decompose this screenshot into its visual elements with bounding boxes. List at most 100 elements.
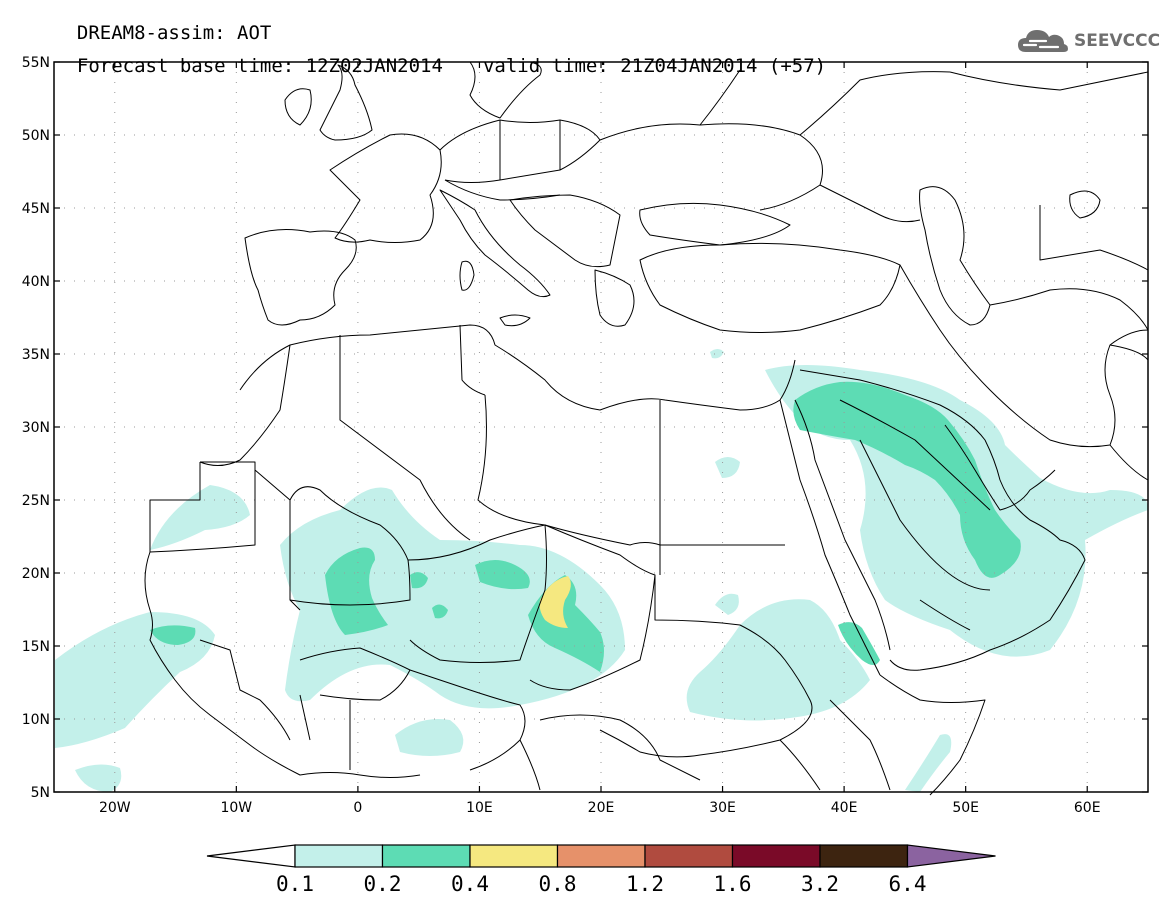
valid-time: valid time: 21Z04JAN2014 (+57) xyxy=(482,55,827,77)
arabia-inner xyxy=(839,399,991,631)
aot-levant-small xyxy=(710,349,724,359)
horn-outline xyxy=(879,674,986,796)
scandinavia-outline xyxy=(469,61,542,119)
lat-tick-label: 15N xyxy=(22,639,50,655)
algeria-border xyxy=(339,335,471,541)
lon-tick-label: 10W xyxy=(220,800,252,816)
persian-gulf xyxy=(944,424,1056,511)
horn-inner xyxy=(779,699,891,791)
lon-tick-label: 50E xyxy=(952,800,979,816)
colorbar-label: 0.1 xyxy=(276,872,314,896)
lon-tick-label: 40E xyxy=(831,800,858,816)
iberia-outline xyxy=(244,229,357,326)
lat-tick-label: 30N xyxy=(22,420,50,436)
colorbar-label: 0.4 xyxy=(451,872,489,896)
colorbar-segment xyxy=(644,844,734,868)
axis-ticks: 55N 50N 45N 40N 35N 30N 25N 20N 15N 10N 5N 20W 10W 0 1… xyxy=(22,55,1148,816)
turkey-outline xyxy=(639,242,901,333)
aral-outline xyxy=(1069,190,1101,219)
seevccc-logo: SEEVCCC xyxy=(1016,26,1160,56)
sardinia-outline xyxy=(459,260,475,291)
aot-west-africa-coast xyxy=(150,485,250,550)
aot-west-coast-small xyxy=(150,625,196,645)
ireland-outline xyxy=(284,88,312,126)
colorbar-label: 1.2 xyxy=(626,872,664,896)
title-line-2: Forecast base time: 12Z02JAN2014 valid ti… xyxy=(54,33,826,77)
logo-text: SEEVCCC xyxy=(1074,31,1161,51)
lat-tick-label: 40N xyxy=(22,274,50,290)
russia-border xyxy=(699,69,951,136)
west-africa-inner xyxy=(199,639,351,770)
aot-guinea-patch xyxy=(75,764,122,792)
colorbar-over-arrow xyxy=(906,844,996,868)
colorbar-segment xyxy=(819,844,909,868)
mauritania-border xyxy=(149,462,256,553)
libya-border xyxy=(477,394,661,546)
aot-algeria-small xyxy=(432,604,448,619)
aot-mesopotamia-core xyxy=(793,381,1021,578)
cloud-icon xyxy=(1018,30,1068,52)
aot-level-0-4 xyxy=(539,576,571,628)
turkmenistan-border xyxy=(989,288,1149,331)
country-boundaries xyxy=(144,61,1149,796)
balkans-outline xyxy=(509,194,621,268)
caspian-outline xyxy=(919,186,991,326)
west-africa-coast xyxy=(144,551,421,778)
lat-tick-label: 10N xyxy=(22,712,50,728)
colorbar: 0.1 0.2 0.4 0.8 1.2 1.6 3.2 6.4 xyxy=(206,844,996,896)
colorbar-label: 0.8 xyxy=(539,872,577,896)
lat-tick-label: 25N xyxy=(22,493,50,509)
aot-chad-peak xyxy=(539,576,571,628)
tunisia-border xyxy=(459,324,486,396)
lat-tick-label: 20N xyxy=(22,566,50,582)
britain-outline xyxy=(319,64,373,141)
north-africa-coast xyxy=(239,324,796,411)
colorbar-segment xyxy=(469,844,559,868)
aot-mali-niger-core xyxy=(325,547,388,635)
aot-egypt-small xyxy=(715,457,740,478)
lon-tick-label: 20E xyxy=(588,800,615,816)
cameroon-border xyxy=(519,739,541,791)
lat-tick-label: 35N xyxy=(22,347,50,363)
aot-chad-north xyxy=(475,560,530,590)
lon-tick-label: 0 xyxy=(353,800,362,816)
colorbar-under-arrow xyxy=(206,844,296,868)
colorbar-segment xyxy=(731,844,821,868)
egypt-border xyxy=(659,400,785,575)
lat-tick-label: 45N xyxy=(22,201,50,217)
aot-sudan-small xyxy=(715,593,739,615)
greece-outline xyxy=(594,269,635,327)
ukraine-outline xyxy=(599,123,823,211)
colorbar-label: 1.6 xyxy=(714,872,752,896)
colorbar-label: 6.4 xyxy=(889,872,927,896)
title-line-1: DREAM8-assim: AOT xyxy=(54,0,271,44)
aot-sudan-ethiopia-patch xyxy=(686,599,870,721)
sudan-border xyxy=(599,575,813,758)
aot-niger-nigeria-patch xyxy=(395,719,464,756)
colorbar-segment xyxy=(556,844,646,868)
red-sea-west xyxy=(779,399,881,676)
morocco-border xyxy=(199,344,291,466)
central-europe-outline xyxy=(439,119,601,183)
colorbar-label: 0.2 xyxy=(364,872,402,896)
sicily-outline xyxy=(499,314,531,327)
colorbar-label: 3.2 xyxy=(801,872,839,896)
black-sea-outline xyxy=(639,202,791,246)
caucasus-outline xyxy=(819,184,921,223)
nigeria-border xyxy=(409,669,526,771)
colorbar-segment xyxy=(381,844,471,868)
lat-tick-label: 55N xyxy=(22,55,50,71)
car-border xyxy=(539,714,701,781)
lon-tick-label: 20W xyxy=(99,800,131,816)
niger-border xyxy=(407,524,547,663)
lat-tick-label: 5N xyxy=(31,785,50,801)
kazakhstan-border xyxy=(949,71,1149,271)
arabia-outline xyxy=(799,369,1086,671)
aot-niger-small xyxy=(410,572,428,589)
italy-outline xyxy=(439,189,551,298)
aot-horn-patch xyxy=(905,734,952,792)
lon-tick-label: 10E xyxy=(466,800,493,816)
france-outline xyxy=(329,133,442,243)
red-sea-east xyxy=(794,399,891,651)
